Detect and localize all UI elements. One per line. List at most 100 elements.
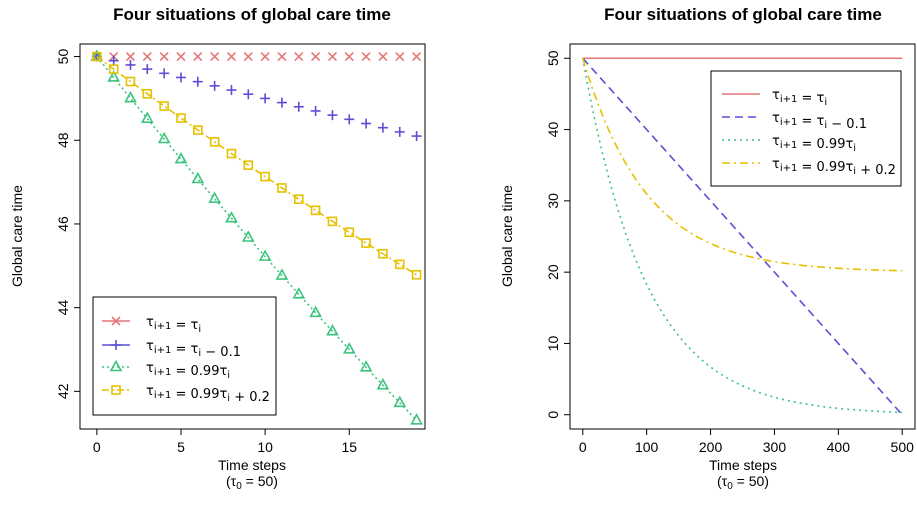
left-series-1-point <box>193 51 203 62</box>
left-series-3-point <box>342 342 356 354</box>
left-x-tick-label: 10 <box>257 439 273 455</box>
left-y-tick-label: 44 <box>55 300 71 316</box>
right-chart-panel: Four situations of global care time 0 100… <box>499 5 916 492</box>
left-series-3-point <box>191 171 205 184</box>
left-series-2-point <box>344 114 355 125</box>
right-legend-label-1: τi+1 = τi <box>772 88 827 108</box>
left-series-4-point <box>243 160 254 170</box>
left-series-2-point <box>327 110 338 121</box>
left-series-4-point <box>260 171 270 182</box>
left-series-2-point <box>209 80 220 91</box>
left-series-4-point <box>277 183 287 193</box>
left-series-2-point <box>159 68 170 79</box>
left-series-4-point <box>327 216 338 227</box>
left-series-1-point <box>142 51 152 62</box>
right-chart-title: Four situations of global care time <box>604 5 882 24</box>
right-x-axis: 0 100 200 300 400 500 <box>579 429 914 455</box>
left-series-4-point <box>310 205 321 216</box>
left-series-3-point <box>309 305 322 318</box>
left-series-1-point <box>226 51 237 62</box>
left-series-group <box>90 49 423 425</box>
left-x-tick-label: 5 <box>177 439 185 455</box>
left-series-3-point <box>140 111 154 123</box>
left-legend-marker-3 <box>109 359 123 372</box>
left-y-tick-label: 48 <box>55 132 71 148</box>
left-series-1-point <box>125 51 136 62</box>
left-legend: τi+1 = τi τi+1 = τi − 0.1τi+1 = 0.99τi τi+… <box>92 296 277 416</box>
right-legend-label-3: τi+1 = 0.99τi <box>772 134 856 154</box>
left-series-1-point <box>159 51 169 62</box>
left-y-tick-label: 46 <box>55 216 71 232</box>
left-series-4-point <box>159 101 169 111</box>
left-y-tick-label: 50 <box>55 49 71 65</box>
right-legend: τi+1 = τi τi+1 = τi − 0.1τi+1 = 0.99τi τi+… <box>710 70 902 187</box>
right-x-axis-label: Time steps <box>709 457 777 473</box>
right-x-tick-label: 100 <box>635 439 659 455</box>
right-series-line-2 <box>582 57 903 416</box>
left-series-1-point <box>327 51 338 62</box>
right-plot-frame <box>569 43 916 430</box>
left-series-2-point <box>411 131 422 142</box>
left-series-2-point <box>310 105 321 116</box>
left-series-2-point <box>175 72 186 83</box>
left-series-2-point <box>260 93 271 104</box>
left-series-2-point <box>125 59 136 70</box>
left-series-1-point <box>344 51 354 62</box>
left-chart-title: Four situations of global care time <box>113 5 391 24</box>
left-series-1 <box>92 51 422 62</box>
left-series-2-point <box>108 55 119 66</box>
left-series-3-point <box>326 324 339 336</box>
left-series-2-point <box>377 122 388 133</box>
right-series-line-3 <box>581 58 903 414</box>
left-legend-label-3: τi+1 = 0.99τi <box>146 361 230 381</box>
left-series-2-point <box>293 101 304 112</box>
left-series-3-point <box>275 268 289 280</box>
left-x-tick-label: 0 <box>93 439 101 455</box>
left-chart-panel: Four situations of global care time 0 5 10… <box>9 5 426 492</box>
right-legend-label-4: τi+1 = 0.99τi + 0.2 <box>772 157 896 178</box>
right-x-tick-label: 500 <box>891 439 915 455</box>
left-series-3-point <box>258 249 272 261</box>
left-series-2-point <box>192 76 203 87</box>
left-series-1-point <box>260 51 270 62</box>
left-series-2-point <box>361 118 372 129</box>
left-series-4-point <box>108 64 119 74</box>
left-series-3-point <box>359 360 373 372</box>
left-series-4-point <box>293 194 304 205</box>
left-series-3-point <box>107 70 121 82</box>
left-x-axis-sublabel: (τ0 = 50) <box>226 473 278 492</box>
left-series-1-point <box>210 51 220 62</box>
left-x-tick-label: 15 <box>341 439 357 455</box>
left-series-2-point <box>276 97 287 108</box>
right-legend-label-2: τi+1 = τi − 0.1 <box>772 111 867 132</box>
left-legend-label-2: τi+1 = τi − 0.1 <box>146 339 241 360</box>
right-x-tick-label: 400 <box>827 439 851 455</box>
left-series-2-point <box>142 64 153 75</box>
left-series-3-point <box>208 191 221 204</box>
left-series-3-point <box>124 91 137 103</box>
right-x-tick-label: 300 <box>763 439 787 455</box>
left-series-1-point <box>294 51 304 62</box>
left-series-4 <box>92 51 422 280</box>
left-y-tick-label: 42 <box>55 383 71 399</box>
left-series-3-point <box>292 287 306 299</box>
right-series-group <box>581 57 903 416</box>
right-y-tick-label: 10 <box>545 335 561 351</box>
left-series-2-point <box>226 85 237 96</box>
left-series-2-point <box>394 126 405 137</box>
right-y-tick-label: 40 <box>545 122 561 138</box>
left-series-4-point <box>411 269 422 280</box>
left-series-4-point <box>394 259 405 270</box>
left-series-2-point <box>243 89 254 100</box>
left-series-4-point <box>344 227 355 238</box>
left-series-3-point <box>410 413 423 425</box>
right-y-tick-label: 50 <box>545 50 561 66</box>
right-y-tick-label: 0 <box>545 411 561 419</box>
right-x-tick-label: 0 <box>579 439 587 455</box>
left-series-3-point <box>393 395 407 408</box>
left-series-3-point <box>241 230 255 242</box>
left-series-3-point <box>225 211 238 223</box>
left-series-3-point <box>174 151 188 164</box>
left-series-line-4 <box>96 55 418 276</box>
